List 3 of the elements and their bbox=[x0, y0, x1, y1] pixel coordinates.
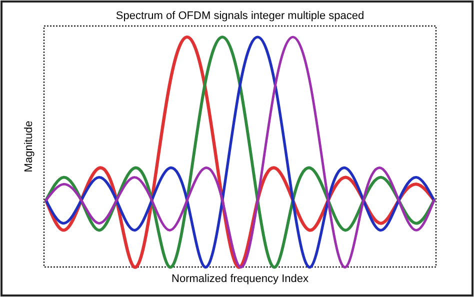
x-axis-title: Normalized frequency Index bbox=[172, 273, 309, 285]
chart-title: Spectrum of OFDM signals integer multiple spaced bbox=[116, 10, 364, 22]
y-axis-title: Magnitude bbox=[23, 120, 35, 172]
